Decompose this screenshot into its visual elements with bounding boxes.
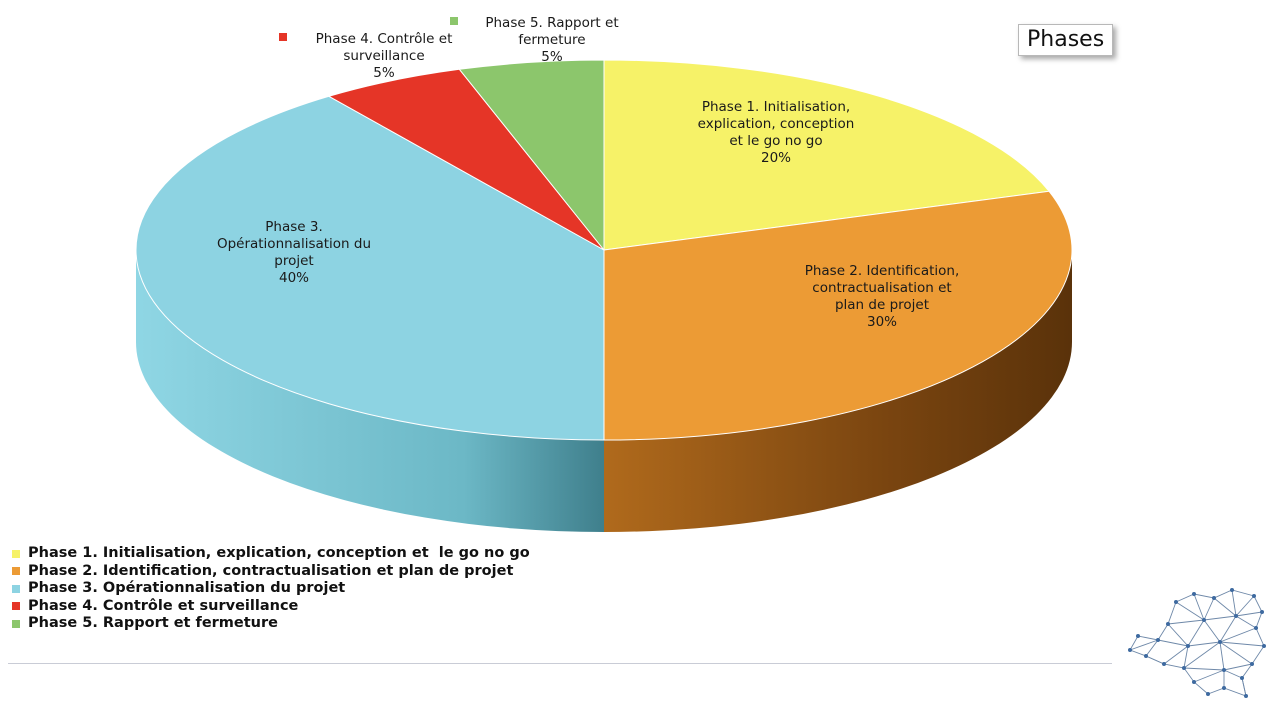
slice-label-line: Opérationnalisation du: [217, 236, 371, 252]
slice-label-line: Phase 3.: [265, 219, 322, 235]
pie-slice-labels: Phase 1. Initialisation, explication, con…: [217, 15, 959, 330]
map-network-logo: [1128, 588, 1266, 698]
slice-label-swatch-5: [450, 17, 458, 25]
slice-label-line: 20%: [761, 150, 791, 166]
chart-title: Phases: [1027, 27, 1105, 52]
chart-title-box: Phases: [1018, 24, 1114, 56]
slice-label-4: Phase 4. Contrôle et surveillance 5%: [316, 31, 453, 81]
slice-label-line: 5%: [541, 49, 563, 65]
legend-swatch: [12, 619, 20, 628]
pie-side-segment-3: [136, 250, 604, 532]
slice-label-line: explication, conception: [698, 116, 855, 132]
slice-label-line: Phase 4. Contrôle et: [316, 31, 453, 47]
pie-slice-3: [135, 95, 605, 441]
slice-label-line: contractualisation et: [812, 280, 951, 296]
legend-item-3: Phase 3. Opérationnalisation du projet: [12, 580, 530, 598]
slice-label-line: Phase 1. Initialisation,: [702, 99, 850, 115]
legend-swatch: [12, 584, 20, 593]
slice-label-line: 5%: [373, 65, 395, 81]
legend-swatch: [12, 602, 20, 611]
pie-slice-5: [458, 59, 605, 252]
slice-label-line: Phase 2. Identification,: [805, 263, 960, 279]
legend-label: Phase 3. Opérationnalisation du projet: [28, 580, 346, 596]
chart-legend: Phase 1. Initialisation, explication, co…: [12, 545, 530, 633]
slice-label-line: 40%: [279, 270, 309, 286]
slice-label-5: Phase 5. Rapport et fermeture 5%: [485, 15, 618, 65]
slice-label-line: et le go no go: [729, 133, 822, 149]
slice-label-line: surveillance: [343, 48, 424, 64]
legend-item-5: Phase 5. Rapport et fermeture: [12, 615, 530, 633]
slice-label-2: Phase 2. Identification, contractualisati…: [805, 263, 960, 330]
slice-label-line: fermeture: [518, 32, 585, 48]
pie-slice-2: [603, 190, 1073, 441]
slice-label-line: projet: [274, 253, 313, 269]
legend-label: Phase 1. Initialisation, explication, co…: [28, 545, 530, 561]
legend-swatch: [12, 549, 20, 558]
legend-label: Phase 4. Contrôle et surveillance: [28, 597, 299, 614]
slice-label-1: Phase 1. Initialisation, explication, con…: [698, 99, 855, 166]
slice-label-line: 30%: [867, 314, 897, 330]
pie-slice-1: [603, 59, 1051, 251]
slice-label-swatch-4: [279, 33, 287, 41]
legend-item-2: Phase 2. Identification, contractualisat…: [12, 563, 530, 581]
slice-label-line: plan de projet: [835, 297, 929, 313]
legend-swatch: [12, 567, 20, 576]
slice-label-line: Phase 5. Rapport et: [485, 15, 618, 31]
pie-side-segment-2: [604, 250, 1072, 532]
pie-side-wall: [136, 250, 1072, 532]
footer-divider: [8, 663, 1112, 664]
legend-label: Phase 5. Rapport et fermeture: [28, 615, 278, 631]
legend-item-1: Phase 1. Initialisation, explication, co…: [12, 545, 530, 563]
legend-label: Phase 2. Identification, contractualisat…: [28, 562, 514, 579]
legend-item-4: Phase 4. Contrôle et surveillance: [12, 598, 530, 616]
pie-top-face: [135, 59, 1073, 441]
pie-slice-4: [327, 68, 605, 251]
slice-label-3: Phase 3. Opérationnalisation du projet 40%: [217, 219, 371, 286]
